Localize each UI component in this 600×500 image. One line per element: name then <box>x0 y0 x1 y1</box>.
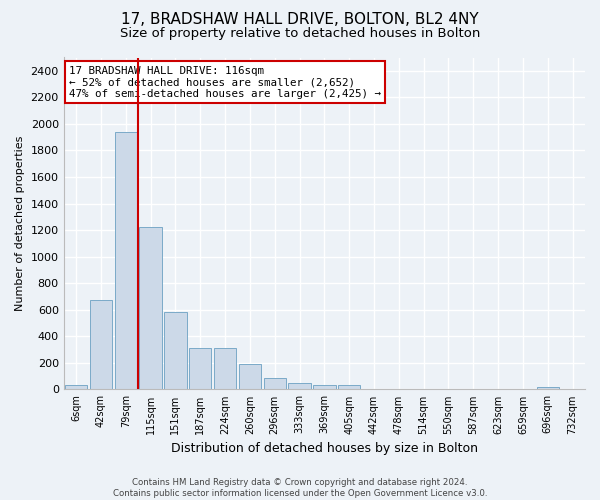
Bar <box>139 228 162 390</box>
Bar <box>65 386 87 390</box>
Bar <box>289 384 311 390</box>
Bar <box>164 312 187 390</box>
X-axis label: Distribution of detached houses by size in Bolton: Distribution of detached houses by size … <box>171 442 478 455</box>
Text: 17, BRADSHAW HALL DRIVE, BOLTON, BL2 4NY: 17, BRADSHAW HALL DRIVE, BOLTON, BL2 4NY <box>121 12 479 28</box>
Bar <box>338 386 361 390</box>
Bar <box>115 132 137 390</box>
Bar <box>263 378 286 390</box>
Bar <box>239 364 261 390</box>
Bar <box>313 386 335 390</box>
Bar <box>189 348 211 390</box>
Bar <box>536 387 559 390</box>
Text: Contains HM Land Registry data © Crown copyright and database right 2024.
Contai: Contains HM Land Registry data © Crown c… <box>113 478 487 498</box>
Y-axis label: Number of detached properties: Number of detached properties <box>15 136 25 311</box>
Bar <box>214 348 236 390</box>
Text: 17 BRADSHAW HALL DRIVE: 116sqm
← 52% of detached houses are smaller (2,652)
47% : 17 BRADSHAW HALL DRIVE: 116sqm ← 52% of … <box>69 66 381 99</box>
Text: Size of property relative to detached houses in Bolton: Size of property relative to detached ho… <box>120 28 480 40</box>
Bar <box>90 300 112 390</box>
